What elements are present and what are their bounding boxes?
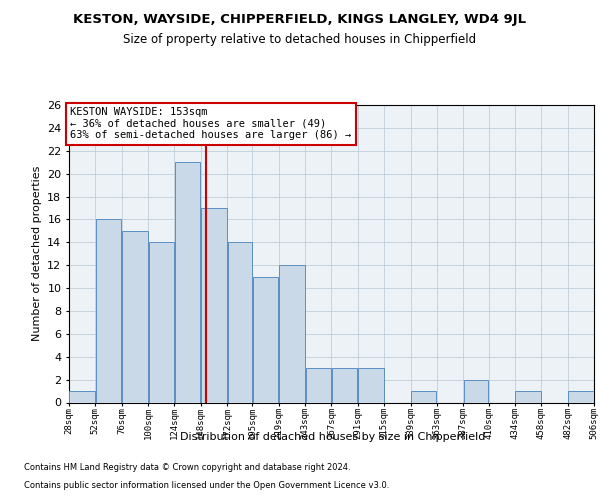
Text: Distribution of detached houses by size in Chipperfield: Distribution of detached houses by size …: [181, 432, 485, 442]
Bar: [70, 391, 95, 402]
Bar: [175, 162, 200, 402]
Bar: [96, 220, 121, 402]
Bar: [201, 208, 227, 402]
Bar: [253, 276, 278, 402]
Text: Size of property relative to detached houses in Chipperfield: Size of property relative to detached ho…: [124, 32, 476, 46]
Bar: [464, 380, 488, 402]
Bar: [279, 265, 305, 402]
Bar: [149, 242, 174, 402]
Y-axis label: Number of detached properties: Number of detached properties: [32, 166, 41, 342]
Bar: [227, 242, 252, 402]
Bar: [358, 368, 384, 402]
Bar: [332, 368, 358, 402]
Text: Contains public sector information licensed under the Open Government Licence v3: Contains public sector information licen…: [24, 481, 389, 490]
Bar: [515, 391, 541, 402]
Bar: [122, 231, 148, 402]
Bar: [411, 391, 436, 402]
Bar: [305, 368, 331, 402]
Bar: [568, 391, 593, 402]
Text: KESTON WAYSIDE: 153sqm
← 36% of detached houses are smaller (49)
63% of semi-det: KESTON WAYSIDE: 153sqm ← 36% of detached…: [70, 108, 352, 140]
Text: Contains HM Land Registry data © Crown copyright and database right 2024.: Contains HM Land Registry data © Crown c…: [24, 464, 350, 472]
Text: KESTON, WAYSIDE, CHIPPERFIELD, KINGS LANGLEY, WD4 9JL: KESTON, WAYSIDE, CHIPPERFIELD, KINGS LAN…: [73, 12, 527, 26]
